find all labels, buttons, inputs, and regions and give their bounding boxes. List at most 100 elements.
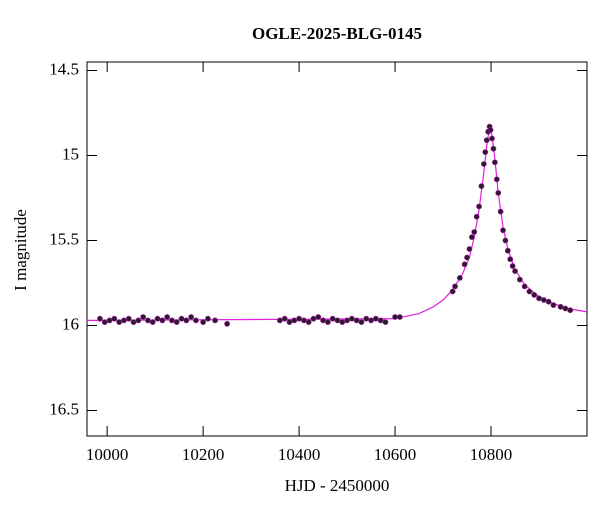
data-point: [557, 303, 564, 310]
data-point: [154, 315, 161, 322]
data-point: [363, 315, 370, 322]
data-point: [466, 246, 473, 252]
data-point: [545, 298, 552, 305]
y-tick-label: 14.5: [49, 59, 79, 78]
y-tick-label: 15: [62, 144, 79, 163]
data-point: [456, 274, 463, 281]
data-point: [471, 229, 478, 235]
data-point: [145, 317, 151, 324]
data-point: [396, 314, 403, 320]
data-point: [382, 319, 389, 325]
data-point: [339, 319, 346, 325]
y-tick-label: 16: [62, 314, 79, 333]
data-point: [276, 317, 283, 324]
data-point: [193, 317, 199, 324]
data-point: [490, 145, 497, 152]
data-point: [130, 319, 137, 325]
data-point: [487, 127, 494, 133]
y-tick-label: 15.5: [49, 229, 79, 248]
data-point: [452, 283, 458, 290]
data-point: [500, 227, 506, 234]
model-line: [86, 125, 588, 321]
data-point: [531, 291, 538, 298]
data-point: [392, 314, 398, 320]
data-point: [358, 319, 365, 325]
data-point: [502, 237, 509, 244]
data-point: [464, 254, 470, 261]
data-point: [296, 315, 302, 322]
data-point: [344, 317, 350, 324]
data-point: [536, 295, 542, 302]
data-point: [178, 315, 185, 322]
x-tick-label: 10200: [182, 445, 225, 464]
data-point: [97, 315, 103, 322]
data-point: [200, 319, 207, 325]
data-point: [334, 317, 341, 324]
data-point: [111, 315, 118, 322]
data-point: [291, 317, 298, 324]
x-axis-label: HJD - 2450000: [285, 476, 390, 495]
data-point: [286, 319, 293, 325]
data-point: [353, 317, 360, 324]
data-point: [495, 189, 502, 196]
data-point: [140, 314, 147, 320]
data-point: [173, 319, 180, 325]
data-point: [449, 288, 456, 295]
data-point: [159, 317, 166, 324]
data-point: [480, 161, 487, 167]
data-point: [483, 137, 490, 144]
data-point: [348, 315, 355, 322]
data-point: [473, 213, 480, 220]
x-tick-label: 10000: [86, 445, 129, 464]
data-point: [116, 319, 123, 325]
data-point: [468, 234, 475, 240]
data-point: [504, 247, 511, 254]
data-point: [164, 314, 171, 320]
data-point: [521, 283, 528, 290]
data-point: [526, 288, 533, 295]
data-point: [567, 307, 574, 314]
data-point: [169, 317, 175, 324]
data-point: [310, 315, 317, 322]
data-point: [212, 317, 219, 324]
data-point: [509, 263, 516, 269]
data-point: [377, 317, 384, 324]
x-tick-label: 10800: [470, 445, 513, 464]
y-tick-label: 16.5: [49, 399, 79, 418]
data-point: [106, 317, 113, 324]
chart-title: OGLE-2025-BLG-0145: [252, 24, 422, 43]
x-tick-label: 10400: [278, 445, 321, 464]
data-point: [135, 317, 142, 324]
data-point: [205, 315, 211, 322]
plot-frame: [86, 61, 588, 437]
data-point: [324, 319, 331, 325]
data-point: [305, 319, 312, 325]
data-point: [476, 203, 482, 210]
data-point: [493, 176, 500, 183]
data-point: [550, 302, 557, 308]
data-point: [149, 319, 156, 325]
data-point: [491, 159, 498, 166]
x-tick-label: 10600: [374, 445, 417, 464]
data-point: [478, 183, 485, 189]
data-point: [125, 315, 132, 322]
data-point: [121, 317, 127, 324]
data-point: [489, 135, 495, 142]
data-point: [507, 256, 514, 263]
data-point: [461, 261, 468, 268]
data-point: [512, 268, 518, 274]
data-point: [101, 319, 108, 325]
data-point: [183, 317, 190, 324]
data-point: [224, 320, 231, 327]
data-point: [372, 315, 379, 322]
data-point: [540, 297, 547, 303]
data-point: [300, 317, 307, 324]
y-axis-label: I magnitude: [11, 209, 30, 291]
data-point: [320, 317, 326, 324]
data-point: [368, 317, 374, 324]
data-point: [188, 314, 195, 320]
data-point: [516, 276, 523, 283]
data-point: [315, 314, 322, 320]
data-point: [281, 315, 288, 322]
